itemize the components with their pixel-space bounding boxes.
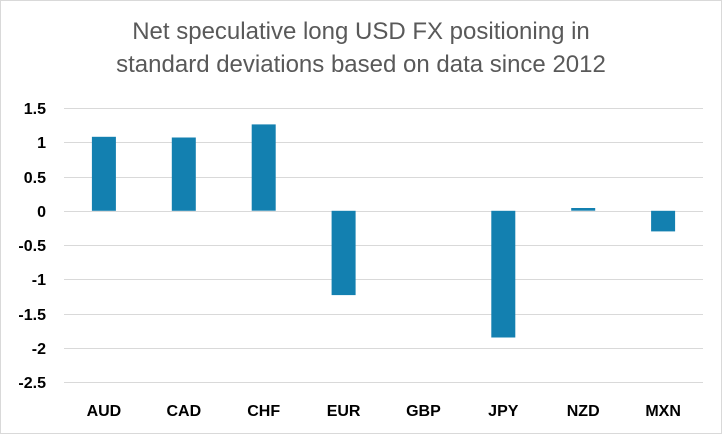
bar-cad: [171, 137, 196, 211]
x-tick-label: GBP: [406, 403, 441, 420]
bar-chf: [251, 124, 276, 211]
chart-title: Net speculative long USD FX positioning …: [1, 15, 721, 81]
x-tick-label: EUR: [327, 403, 361, 420]
y-tick-label: 1: [37, 135, 46, 152]
bar-mxn: [651, 210, 676, 232]
y-tick-label: -2: [32, 341, 46, 358]
x-tick-label: MXN: [645, 403, 681, 420]
y-tick-label: 0: [37, 204, 46, 221]
y-tick-label: -2.5: [18, 375, 46, 392]
bar-aud: [91, 136, 116, 211]
x-tick-label: JPY: [488, 403, 519, 420]
chart-title-line-2: standard deviations based on data since …: [116, 51, 606, 78]
y-tick-label: 0.5: [24, 170, 46, 187]
bar-nzd: [571, 208, 596, 211]
y-tick-label: -0.5: [18, 238, 46, 255]
y-tick-label: -1: [32, 272, 46, 289]
y-tick-label: 1.5: [24, 101, 46, 118]
chart-title-line-1: Net speculative long USD FX positioning …: [132, 18, 590, 45]
x-tick-label: CAD: [166, 403, 201, 420]
x-tick-label: AUD: [87, 403, 122, 420]
x-tick-label: NZD: [567, 403, 600, 420]
x-tick-label: CHF: [247, 403, 280, 420]
y-tick-label: -1.5: [18, 307, 46, 324]
bar-eur: [331, 210, 356, 296]
bar-jpy: [491, 210, 516, 338]
